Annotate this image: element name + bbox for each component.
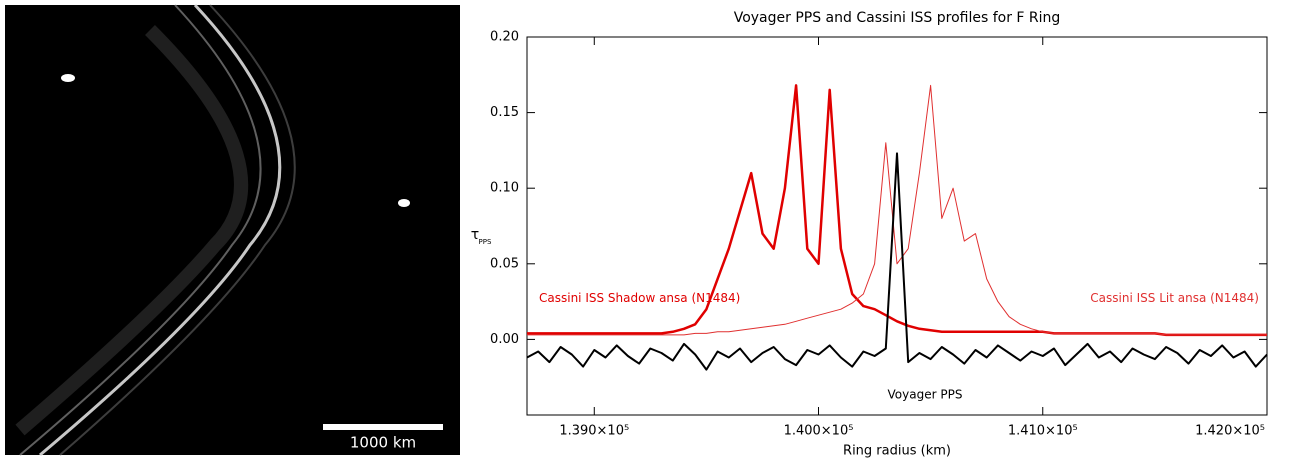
ring-arc [39,3,282,457]
x-tick-label: 1.420×10⁵ [1195,424,1265,439]
plot-frame [526,36,1268,416]
ring-glow [15,25,249,436]
scale-label: 1000 km [350,434,416,452]
moon [398,199,410,207]
series-label: Cassini ISS Shadow ansa (N1484) [539,291,740,305]
moon [61,74,75,82]
y-tick-label: 0.20 [490,30,519,45]
x-tick-label: 1.390×10⁵ [559,424,629,439]
x-tick-label: 1.400×10⁵ [784,424,854,439]
ring-image: 1000 km [5,3,460,457]
y-tick-label: 0.10 [490,181,519,196]
x-tick-label: 1.410×10⁵ [1008,424,1078,439]
ring-strand [19,4,262,456]
series-line [527,84,1267,336]
y-axis-label: τ [471,227,479,243]
series-label: Voyager PPS [888,388,963,402]
series-line [526,152,1268,371]
series-label: Cassini ISS Lit ansa (N1484) [1090,291,1259,305]
y-tick-label: 0.15 [490,105,519,120]
ring-strand [59,4,296,456]
x-axis-label: Ring radius (km) [843,444,951,459]
chart: Voyager PPS and Cassini ISS profiles for… [471,10,1268,459]
y-tick-label: 0.05 [490,256,519,271]
scale-bar [323,424,443,430]
y-axis-label-subscript: PPS [479,238,492,246]
chart-title: Voyager PPS and Cassini ISS profiles for… [734,10,1061,26]
y-tick-label: 0.00 [490,332,519,347]
